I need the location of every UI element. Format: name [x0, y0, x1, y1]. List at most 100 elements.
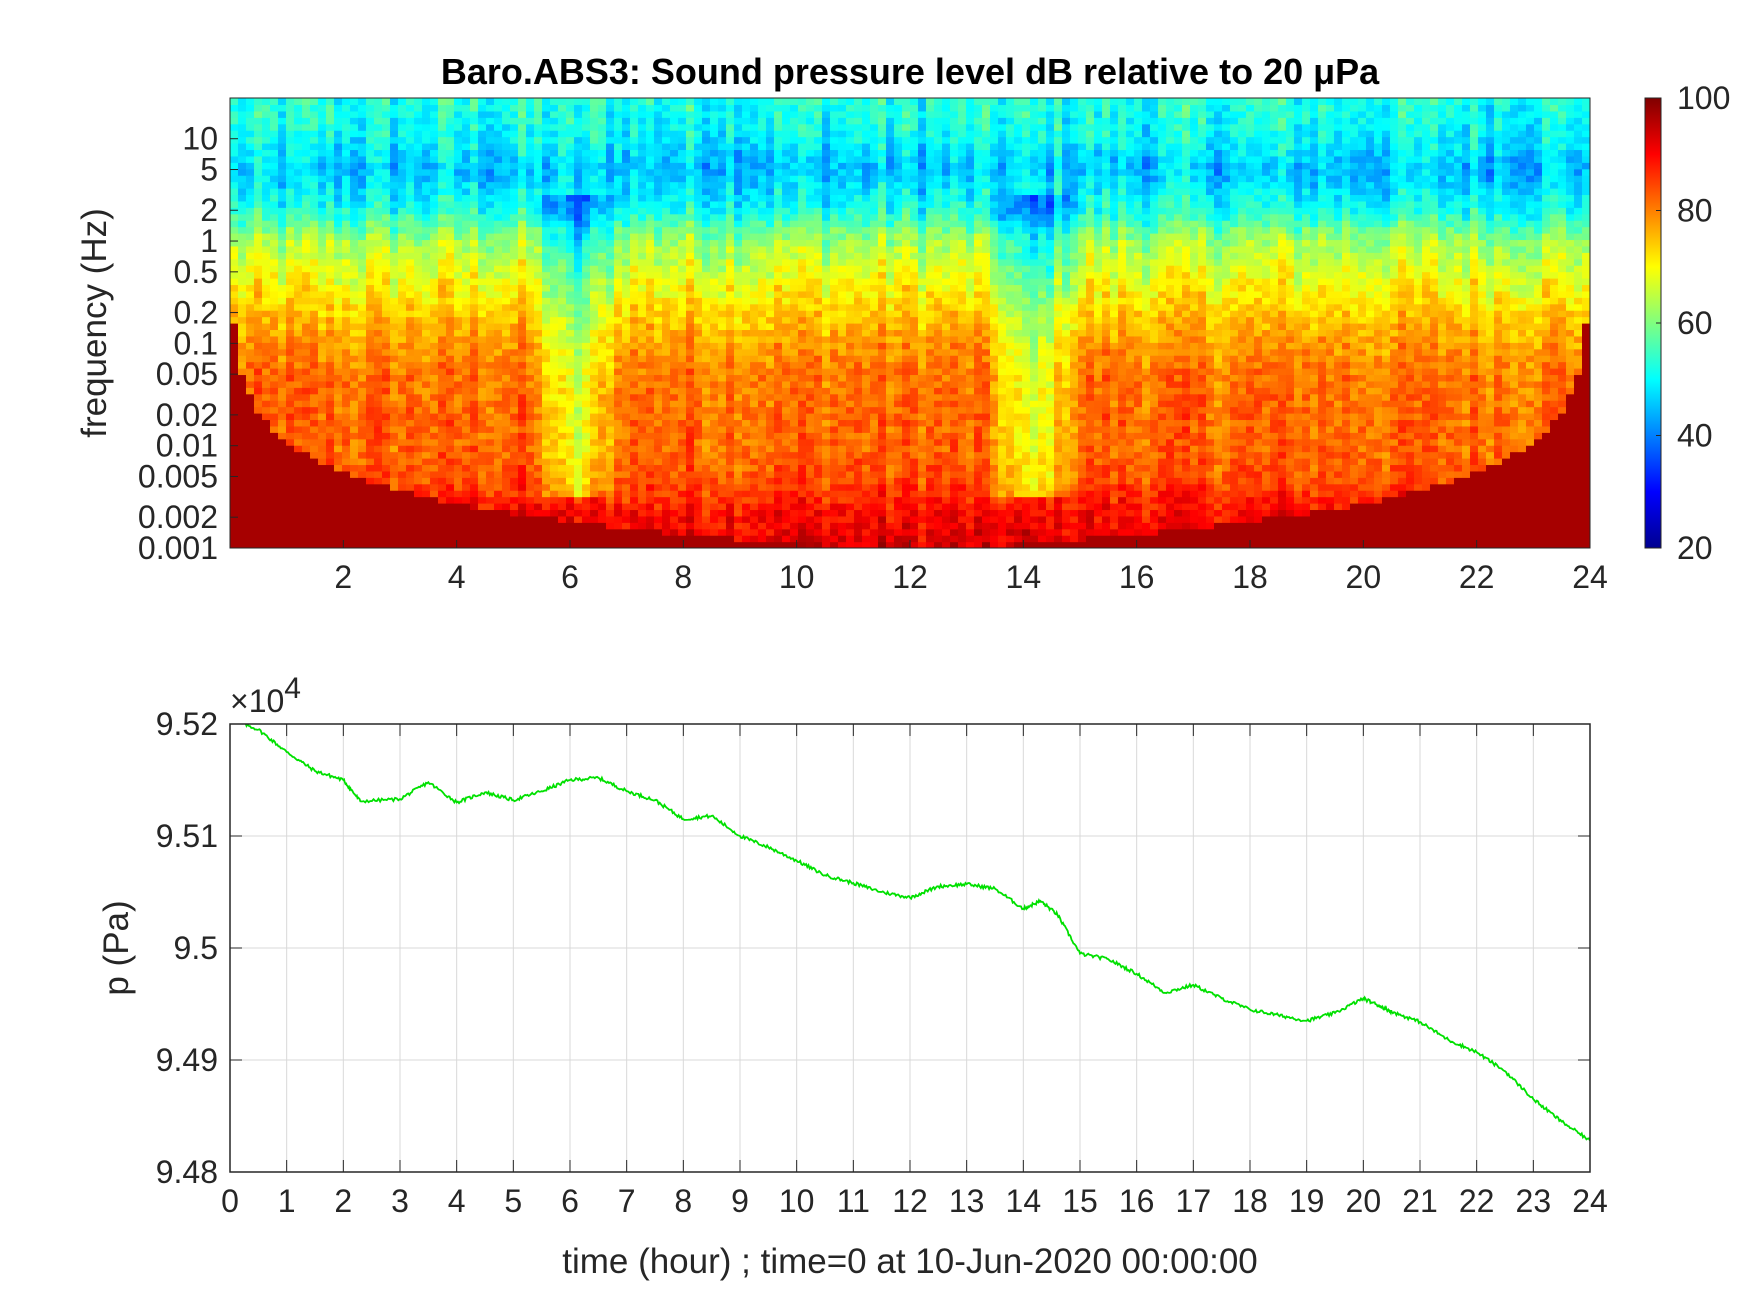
spectrogram-cell	[582, 400, 591, 408]
spectrogram-cell	[758, 207, 767, 215]
spectrogram-cell	[518, 361, 527, 369]
spectrogram-cell	[566, 464, 575, 472]
spectrogram-cell	[622, 528, 631, 536]
spectrogram-cell	[358, 155, 367, 163]
spectrogram-cell	[590, 458, 599, 466]
spectrogram-cell	[422, 110, 431, 118]
spectrogram-cell	[422, 413, 431, 421]
spectrogram-cell	[502, 413, 511, 421]
spectrogram-cell	[262, 323, 271, 331]
spectrogram-cell	[230, 188, 239, 196]
spectrogram-cell	[326, 380, 335, 388]
spectrogram-cell	[422, 316, 431, 324]
spectrogram-cell	[254, 194, 263, 202]
spectrogram-cell	[774, 265, 783, 273]
spectrogram-cell	[262, 406, 271, 414]
spectrogram-cell	[614, 374, 623, 382]
spectrogram-cell	[470, 98, 479, 106]
spectrogram-cell	[662, 194, 671, 202]
spectrogram-cell	[262, 143, 271, 151]
spectrogram-cell	[302, 168, 311, 176]
spectrogram-cell	[462, 329, 471, 337]
spectrogram-cell	[294, 361, 303, 369]
spectrogram-cell	[654, 213, 663, 221]
spectrogram-cell	[246, 271, 255, 279]
spectrogram-cell	[526, 406, 535, 414]
spectrogram-cell	[742, 194, 751, 202]
spectrogram-cell	[422, 168, 431, 176]
spectrogram-cell	[574, 271, 583, 279]
spectrogram-cell	[638, 271, 647, 279]
spectrogram-cell	[438, 290, 447, 298]
spectrogram-cell	[326, 168, 335, 176]
spectrogram-cell	[462, 541, 471, 548]
spectrogram-cell	[230, 130, 239, 138]
spectrogram-cell	[310, 368, 319, 376]
spectrogram-cell	[374, 503, 383, 511]
spectrogram-cell	[358, 496, 367, 504]
spectrogram-cell	[254, 432, 263, 440]
spectrogram-cell	[230, 393, 239, 401]
spectrogram-cell	[230, 451, 239, 459]
spectrogram-cell	[694, 406, 703, 414]
spectrogram-cell	[582, 458, 591, 466]
spectrogram-cell	[550, 432, 559, 440]
spectrogram-cell	[638, 168, 647, 176]
spectrogram-cell	[390, 451, 399, 459]
spectrogram-cell	[550, 98, 559, 106]
spectrogram-cell	[638, 438, 647, 446]
spectrogram-cell	[430, 458, 439, 466]
spectrogram-cell	[598, 438, 607, 446]
spectrogram-cell	[414, 393, 423, 401]
spectrogram-cell	[470, 175, 479, 183]
spectrogram-cell	[782, 419, 791, 427]
spectrogram-cell	[318, 528, 327, 536]
spectrogram-cell	[526, 98, 535, 106]
spectrogram-cell	[310, 117, 319, 125]
spectrogram-cell	[414, 541, 423, 548]
spectrogram-cell	[694, 149, 703, 157]
spectrogram-cell	[286, 413, 295, 421]
spectrogram-cell	[422, 400, 431, 408]
spectrogram-cell	[230, 123, 239, 131]
spectrogram-cell	[246, 200, 255, 208]
spectrogram-cell	[310, 406, 319, 414]
spectrogram-cell	[726, 200, 735, 208]
spectrogram-cell	[302, 110, 311, 118]
spectrogram-cell	[782, 329, 791, 337]
spectrogram-cell	[494, 220, 503, 228]
spectrogram-cell	[486, 464, 495, 472]
spectrogram-cell	[630, 535, 639, 543]
spectrogram-cell	[470, 413, 479, 421]
spectrogram-cell	[430, 342, 439, 350]
spectrogram-cell	[710, 419, 719, 427]
spectrogram-cell	[302, 316, 311, 324]
spectrogram-cell	[430, 515, 439, 523]
spectrogram-cell	[742, 155, 751, 163]
spectrogram-cell	[398, 432, 407, 440]
spectrogram-cell	[326, 207, 335, 215]
spectrogram-cell	[430, 477, 439, 485]
spectrogram-cell	[270, 387, 279, 395]
spectrogram-cell	[382, 374, 391, 382]
spectrogram-cell	[262, 252, 271, 260]
spectrogram-cell	[558, 387, 567, 395]
spectrogram-cell	[750, 464, 759, 472]
spectrogram-cell	[334, 483, 343, 491]
spectrogram-cell	[734, 310, 743, 318]
spectrogram-cell	[262, 168, 271, 176]
spectrogram-cell	[790, 470, 799, 478]
spectrogram-cell	[462, 387, 471, 395]
spectrogram-cell	[382, 425, 391, 433]
spectrogram-cell	[302, 368, 311, 376]
spectrogram-cell	[278, 425, 287, 433]
spectrogram-cell	[766, 98, 775, 106]
spectrogram-cell	[702, 226, 711, 234]
spectrogram-cell	[694, 200, 703, 208]
spectrogram-cell	[390, 136, 399, 144]
spectrogram-cell	[438, 207, 447, 215]
spectrogram-cell	[310, 323, 319, 331]
spectrogram-cell	[422, 265, 431, 273]
spectrogram-cell	[502, 541, 511, 548]
spectrogram-cell	[358, 117, 367, 125]
